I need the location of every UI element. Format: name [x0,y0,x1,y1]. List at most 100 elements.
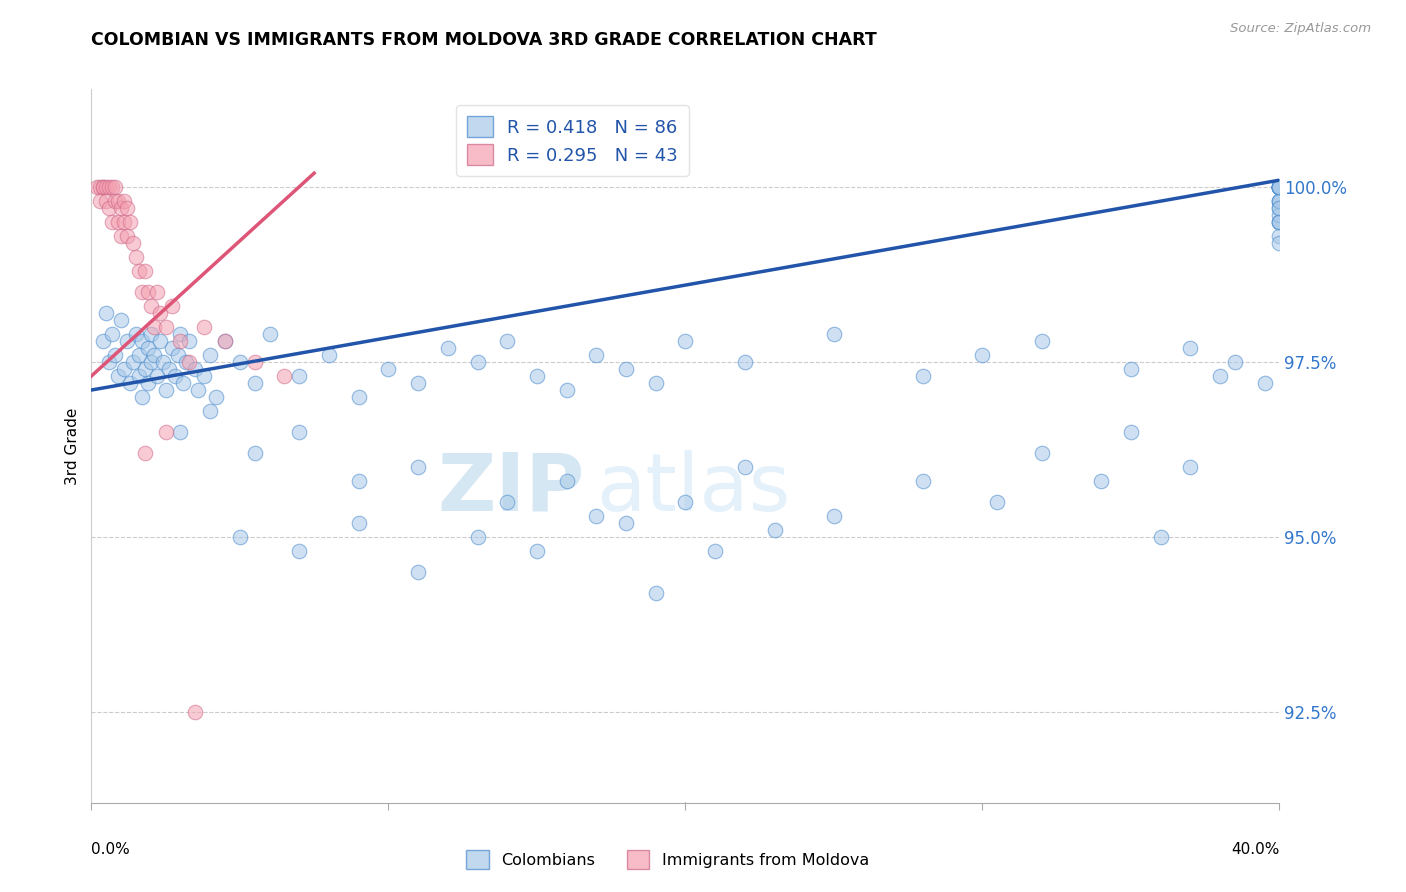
Point [734,355,756,369]
Point [112,362,135,376]
Point [136,376,159,390]
Point [96,306,118,320]
Point [259,327,281,342]
Point [101,327,124,342]
Point [1268,180,1291,194]
Point [91,334,114,348]
Point [377,362,399,376]
Point [763,523,786,537]
Text: COLOMBIAN VS IMMIGRANTS FROM MOLDOVA 3RD GRADE CORRELATION CHART: COLOMBIAN VS IMMIGRANTS FROM MOLDOVA 3RD… [91,31,877,49]
Point [823,327,845,342]
Point [644,376,666,390]
Point [1268,215,1291,229]
Point [155,425,177,439]
Point [104,194,127,208]
Point [160,299,183,313]
Point [187,383,209,397]
Point [179,355,201,369]
Point [318,348,340,362]
Legend: Colombians, Immigrants from Moldova: Colombians, Immigrants from Moldova [460,844,876,875]
Point [142,348,165,362]
Point [243,376,266,390]
Point [1268,180,1291,194]
Point [1268,180,1291,194]
Point [149,334,172,348]
Point [128,369,150,384]
Point [273,369,295,384]
Point [128,264,150,278]
Point [1031,334,1053,348]
Point [166,348,188,362]
Point [107,194,129,208]
Point [243,355,266,369]
Point [1223,355,1246,369]
Point [1268,194,1291,208]
Text: ZIP: ZIP [437,450,585,528]
Point [1268,236,1291,251]
Point [193,320,215,334]
Text: atlas: atlas [596,450,790,528]
Point [169,425,191,439]
Point [98,180,121,194]
Point [134,362,156,376]
Point [86,180,108,194]
Point [1268,215,1291,229]
Point [644,586,666,600]
Point [122,355,145,369]
Point [585,348,607,362]
Legend: R = 0.418   N = 86, R = 0.295   N = 43: R = 0.418 N = 86, R = 0.295 N = 43 [457,105,689,176]
Point [112,215,135,229]
Point [347,516,370,530]
Point [1268,208,1291,222]
Point [139,355,162,369]
Point [134,264,156,278]
Point [1268,201,1291,215]
Point [172,376,194,390]
Point [1268,180,1291,194]
Point [128,348,150,362]
Point [436,341,458,355]
Point [1180,460,1202,475]
Point [179,334,201,348]
Point [288,425,311,439]
Point [96,180,118,194]
Point [526,369,548,384]
Point [200,348,222,362]
Point [1268,215,1291,229]
Point [96,194,118,208]
Point [136,285,159,299]
Point [214,334,236,348]
Point [229,355,252,369]
Point [145,369,167,384]
Point [89,194,111,208]
Point [673,334,696,348]
Point [176,355,198,369]
Point [673,495,696,509]
Point [125,327,148,342]
Point [131,334,153,348]
Text: 0.0%: 0.0% [91,842,131,857]
Point [614,362,637,376]
Point [911,369,934,384]
Point [91,180,114,194]
Point [110,313,132,327]
Point [347,390,370,404]
Point [1119,425,1142,439]
Point [1180,341,1202,355]
Text: 40.0%: 40.0% [1232,842,1279,857]
Point [122,236,145,251]
Point [98,355,121,369]
Point [149,306,172,320]
Point [118,215,141,229]
Point [131,390,153,404]
Point [134,446,156,460]
Point [200,404,222,418]
Point [145,285,167,299]
Point [205,390,228,404]
Point [1268,194,1291,208]
Point [104,348,127,362]
Point [98,201,121,215]
Point [157,362,180,376]
Point [986,495,1008,509]
Point [467,355,489,369]
